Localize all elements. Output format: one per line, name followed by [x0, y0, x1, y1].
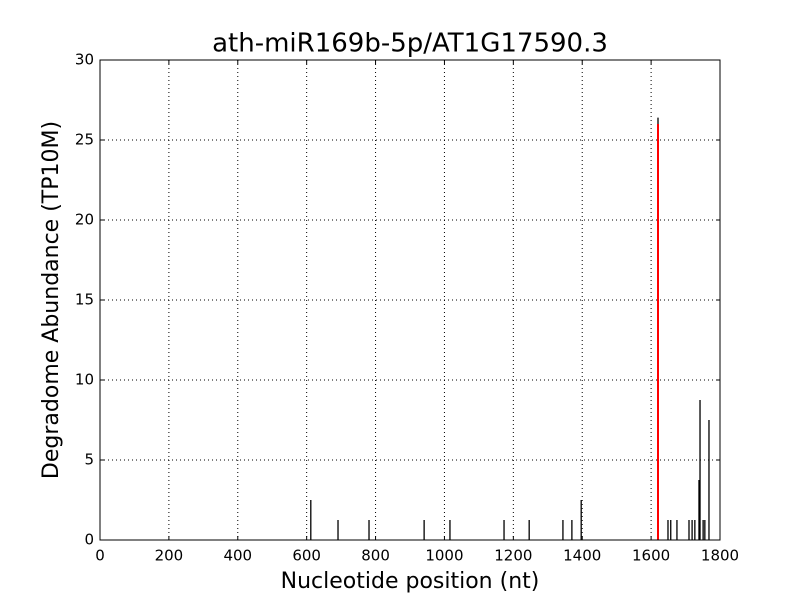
x-tick-label: 1000: [425, 547, 463, 565]
x-tick-label: 1200: [494, 547, 532, 565]
x-tick-label: 800: [361, 547, 390, 565]
x-tick-label: 1800: [701, 547, 739, 565]
x-tick-label: 0: [95, 547, 105, 565]
chart-title: ath-miR169b-5p/AT1G17590.3: [212, 29, 608, 59]
x-tick-label: 1600: [632, 547, 670, 565]
x-tick-label: 400: [223, 547, 252, 565]
y-tick-label: 5: [84, 451, 94, 469]
x-tick-label: 200: [155, 547, 184, 565]
y-tick-label: 20: [75, 211, 94, 229]
y-tick-label: 15: [75, 291, 94, 309]
x-tick-label: 1400: [563, 547, 601, 565]
y-tick-label: 0: [84, 531, 94, 549]
x-axis-label: Nucleotide position (nt): [281, 569, 540, 594]
y-tick-label: 30: [75, 51, 94, 69]
x-tick-label: 600: [292, 547, 321, 565]
y-axis-label: Degradome Abundance (TP10M): [39, 121, 64, 479]
y-tick-label: 25: [75, 131, 94, 149]
y-tick-label: 10: [75, 371, 94, 389]
